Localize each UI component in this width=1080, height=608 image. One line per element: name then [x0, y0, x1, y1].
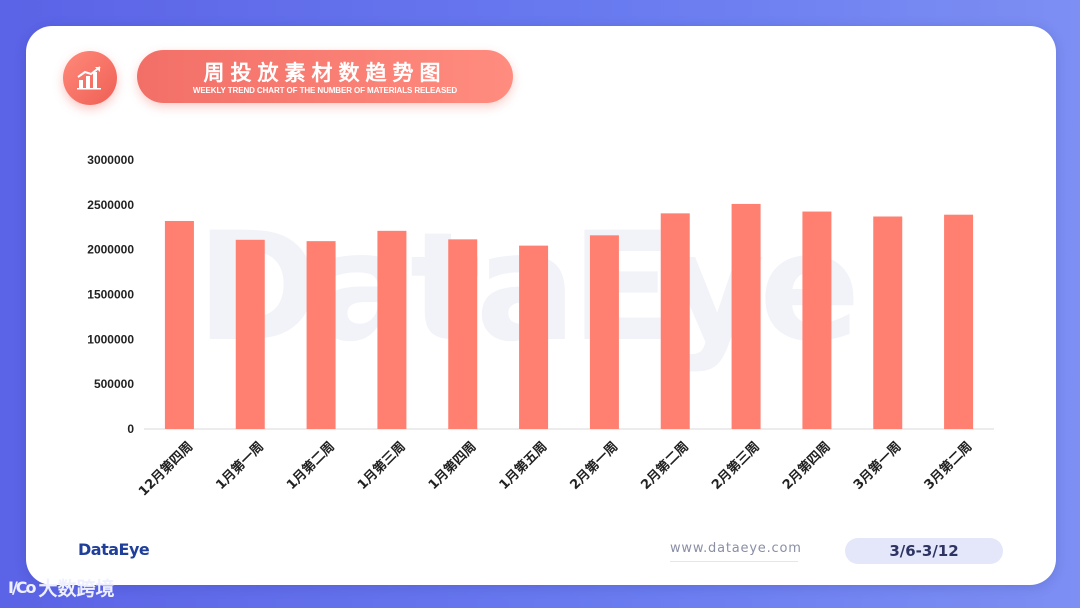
x-tick-label: 12月第四周: [135, 439, 196, 500]
bar: [519, 245, 549, 429]
x-tick-label: 2月第二周: [638, 439, 692, 493]
footer-divider: [670, 561, 798, 562]
x-tick-label: 2月第四周: [779, 439, 833, 493]
y-tick-label: 1000000: [87, 332, 134, 346]
chart-title-banner: 周投放素材数趋势图 WEEKLY TREND CHART OF THE NUMB…: [137, 50, 513, 103]
bar-chart: 0 500000 1000000 1500000 2000000 2500000 30000…: [87, 153, 994, 500]
y-tick-label: 2000000: [87, 243, 134, 257]
bar: [448, 239, 478, 429]
bar: [306, 241, 336, 429]
corner-logo: I/Co 大数跨境: [8, 574, 115, 601]
date-range-badge: 3/6-3/12: [845, 538, 1003, 564]
bar: [873, 216, 903, 429]
bar: [802, 211, 832, 429]
y-tick-label: 0: [127, 422, 134, 436]
y-tick-label: 2500000: [87, 198, 134, 212]
x-tick-label: 3月第一周: [850, 439, 904, 493]
bar: [235, 239, 265, 429]
x-tick-label: 1月第四周: [425, 439, 479, 493]
x-tick-label: 1月第二周: [283, 439, 337, 493]
x-tick-label: 1月第一周: [213, 439, 267, 493]
x-tick-label: 2月第三周: [708, 439, 762, 493]
bar: [731, 203, 761, 429]
y-tick-label: 500000: [94, 377, 134, 391]
corner-logo-mark: I/Co: [8, 578, 36, 597]
chart-subtitle: WEEKLY TREND CHART OF THE NUMBER OF MATE…: [192, 86, 458, 95]
chart-title: 周投放素材数趋势图: [203, 61, 447, 85]
website-link[interactable]: www.dataeye.com: [670, 541, 802, 556]
y-tick-label: 1500000: [87, 288, 134, 302]
x-tick-label: 1月第三周: [354, 439, 408, 493]
x-tick-label: 3月第二周: [921, 439, 975, 493]
bar: [164, 220, 194, 429]
chart-card: DataEye 周投放素材数趋势图 WEEKLY TREND CHART OF …: [26, 26, 1056, 585]
brand-logo: DataEye: [78, 540, 150, 559]
x-tick-label: 1月第五周: [496, 439, 550, 493]
corner-logo-text: 大数跨境: [38, 578, 115, 600]
bar: [660, 213, 690, 429]
bar: [377, 230, 407, 429]
y-tick-label: 3000000: [87, 153, 134, 167]
bar-chart-trend-icon: [63, 51, 117, 105]
x-tick-label: 2月第一周: [567, 439, 621, 493]
bar: [944, 214, 974, 429]
bar: [589, 235, 619, 429]
